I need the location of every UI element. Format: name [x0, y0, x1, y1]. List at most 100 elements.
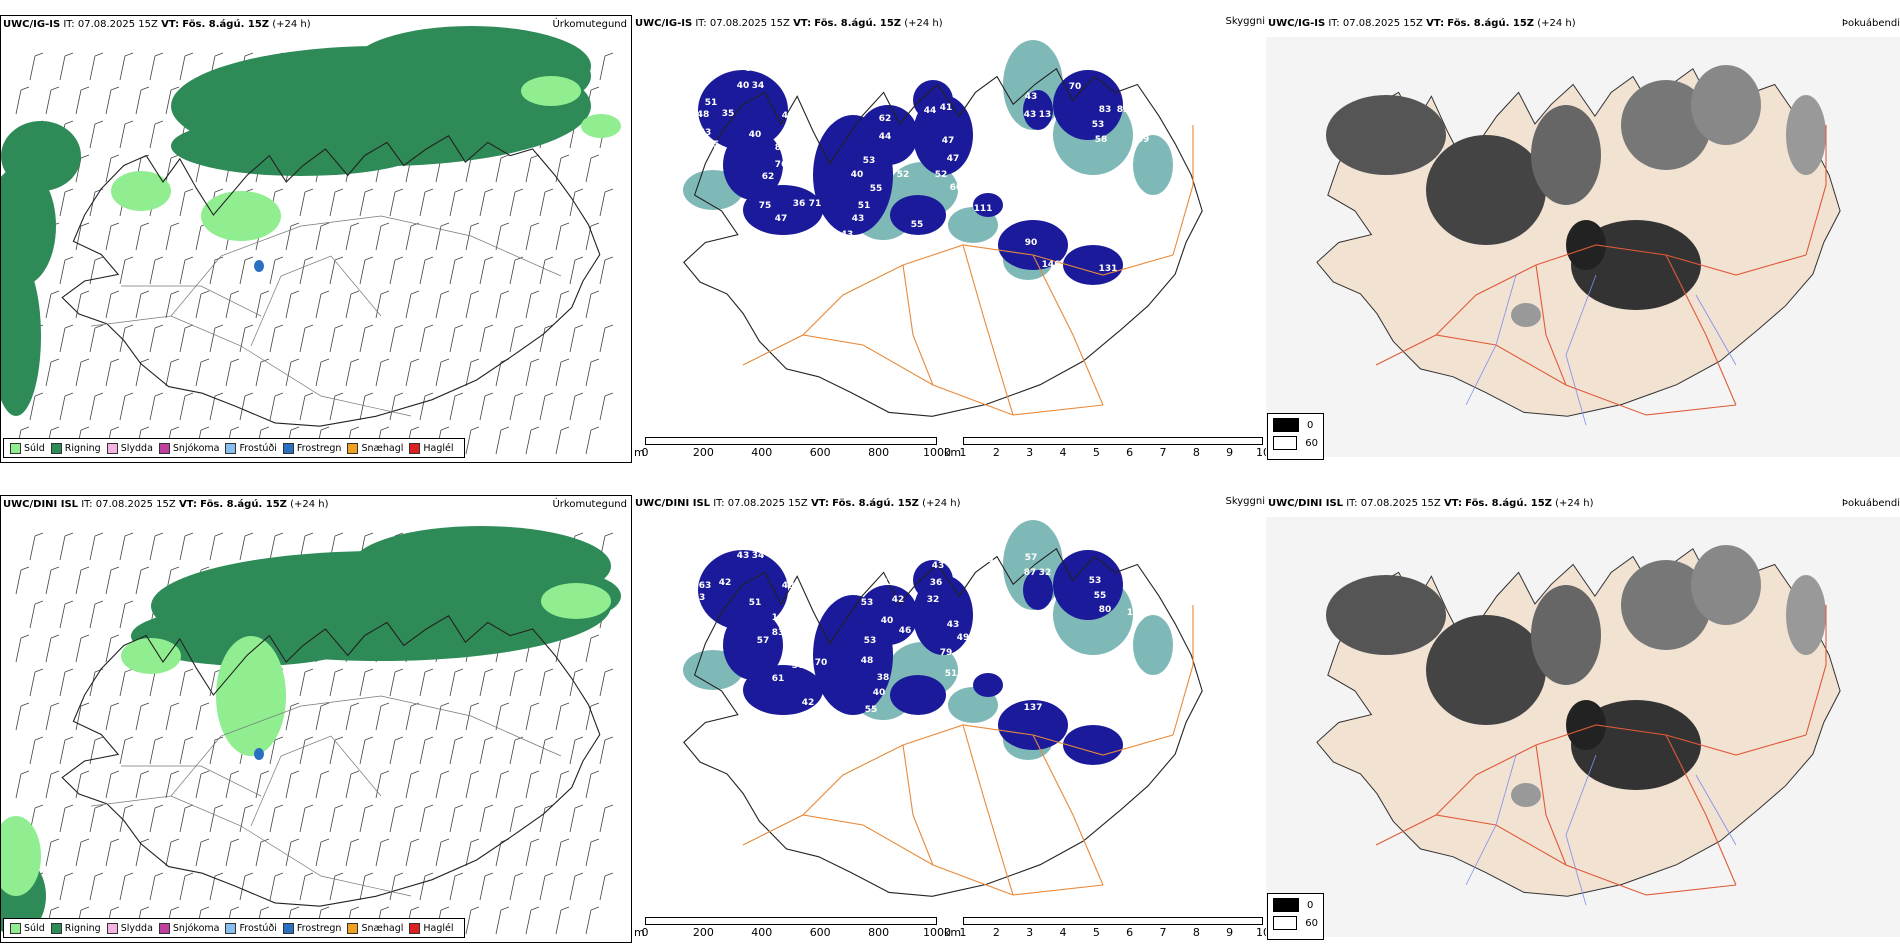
wind-barb-flag [260, 358, 270, 363]
cloud-base-value: 40 [851, 170, 864, 180]
wind-barb [209, 875, 216, 901]
wind-barb [195, 773, 202, 799]
wind-barb [419, 395, 426, 421]
legend-swatch [50, 442, 62, 454]
wind-barb-flag [140, 566, 150, 571]
legend-swatch [106, 442, 118, 454]
wind-barb [465, 361, 472, 387]
wind-barb-flag [34, 804, 44, 809]
cloud-base-value: 111 [974, 204, 993, 214]
wind-barb [119, 739, 126, 765]
wind-barb-flag [544, 324, 554, 329]
wind-barb [59, 327, 66, 353]
wind-barb-flag [94, 736, 104, 741]
road [962, 244, 1014, 416]
cloud-base-area [998, 700, 1068, 750]
fog-indicator-map [1266, 37, 1900, 457]
wind-barb [269, 807, 276, 833]
wind-barb [465, 157, 472, 183]
fog-legend-swatch-low [1273, 916, 1298, 930]
wind-barb-flag [244, 392, 254, 397]
wind-barb [149, 395, 156, 421]
wind-barb-flag [170, 86, 180, 91]
wind-barb [105, 773, 112, 799]
wind-barb-flag [154, 392, 164, 397]
wind-barb-flag [140, 358, 150, 363]
wind-barb-flag [140, 222, 150, 227]
lead-time: (+24 h) [904, 18, 943, 29]
wind-barb [149, 739, 156, 765]
fog-legend: 0 60 [1267, 893, 1324, 940]
wind-barb-flag [50, 426, 60, 431]
wind-barb-flag [514, 392, 524, 397]
wind-barb-flag [424, 872, 434, 877]
wind-barb [419, 875, 426, 901]
fog-legend-row: 60 [1268, 432, 1323, 450]
legend-swatch [10, 442, 21, 454]
wind-barb [285, 225, 292, 251]
road [90, 795, 412, 897]
fog-legend-swatch-high [1273, 898, 1299, 912]
wind-barb-flag [124, 392, 134, 397]
colorbar-unit: km [944, 446, 962, 459]
wind-barb-flag [80, 290, 90, 295]
cloud-base-value: 90 [1025, 238, 1038, 248]
wind-barb [119, 875, 126, 901]
wind-barb-flag [80, 702, 90, 707]
wind-barb-flag [170, 838, 180, 843]
wind-barb-flag [350, 222, 360, 227]
wind-barb [585, 909, 592, 935]
wind-barb-flag [110, 222, 120, 227]
wind-barb-flag [184, 736, 194, 741]
wind-barb-flag [454, 392, 464, 397]
wind-barb-flag [274, 532, 284, 537]
wind-barb-flag [544, 804, 554, 809]
lead-time: (+24 h) [1537, 18, 1576, 29]
init-time-value: 07.08.2025 15Z [1342, 18, 1423, 29]
wind-barb-flag [484, 872, 494, 877]
wind-barb-flag [410, 290, 420, 295]
wind-barb [119, 259, 126, 285]
drizzle-area [1, 816, 41, 896]
wind-barb [495, 705, 502, 731]
wind-barb-flag [424, 188, 434, 193]
wind-barb-flag [410, 702, 420, 707]
colorbar-tick-label: 0 [641, 446, 649, 459]
panel-title: UWC/IG-IS IT: 07.08.2025 15Z VT: Fös. 8.… [3, 19, 311, 30]
wind-barb-flag [200, 838, 210, 843]
drizzle-area [121, 638, 181, 674]
river [1565, 754, 1597, 906]
wind-barb [449, 327, 456, 353]
wind-barb-flag [64, 600, 74, 605]
wind-barb [239, 875, 246, 901]
fog-area [1786, 575, 1826, 655]
wind-barb-flag [410, 838, 420, 843]
wind-barb [525, 361, 532, 387]
colorbar-cells [645, 437, 937, 445]
wind-barb-flag [64, 804, 74, 809]
wind-barb-flag [20, 426, 30, 431]
cloud-base-value: 60 [950, 183, 963, 193]
legend-item: Frostregn [282, 922, 341, 934]
wind-barb [179, 55, 186, 81]
legend-item: Haglél [409, 442, 454, 454]
cloud-base-value: 57 [1025, 553, 1038, 563]
init-time-label: IT: [1346, 498, 1358, 509]
wind-barb-flag [470, 358, 480, 363]
wind-barb [315, 225, 322, 251]
wind-barb-flag [530, 426, 540, 431]
wind-barb-flag [50, 838, 60, 843]
wind-barb [465, 705, 472, 731]
wind-barb [449, 191, 456, 217]
wind-barb-flag [544, 872, 554, 877]
wind-barb-flag [34, 600, 44, 605]
wind-barb-flag [574, 392, 584, 397]
wind-barb [345, 705, 352, 731]
wind-barb-flag [560, 426, 570, 431]
wind-barb-flag [94, 392, 104, 397]
init-time-value: 07.08.2025 15Z [77, 19, 158, 30]
wind-barb-flag [350, 426, 360, 431]
wind-barb-flag [560, 770, 570, 775]
wind-barb-flag [94, 256, 104, 261]
wind-barb [195, 361, 202, 387]
